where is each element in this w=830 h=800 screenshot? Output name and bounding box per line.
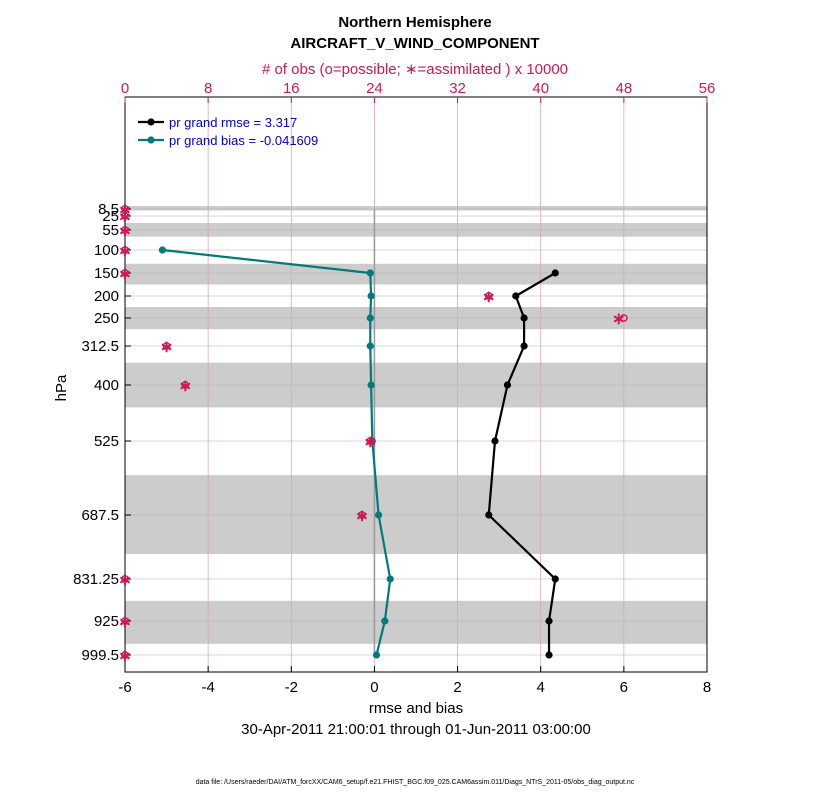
y-tick-label: 200 <box>94 288 119 305</box>
y-tick-label: 925 <box>94 613 119 630</box>
obs-possible-55 <box>121 226 129 234</box>
series-0-point-925 <box>545 617 553 625</box>
y-tick-label: 312.5 <box>81 338 119 355</box>
obs-possible-25 <box>121 212 129 220</box>
series-0-point-687.5 <box>485 511 493 519</box>
obs-possible-100 <box>121 246 129 254</box>
obs-possible-312.5 <box>162 342 171 350</box>
y-tick-label: 100 <box>94 242 119 259</box>
obs-assimilated-687.5: ∗ <box>355 508 368 525</box>
y-tick-label: 999.5 <box>81 647 119 664</box>
obs-assimilated-831.25: ∗ <box>118 572 131 589</box>
x-tick-label: 4 <box>537 679 545 696</box>
obs-possible-400 <box>181 381 190 389</box>
series-1-point-200 <box>367 292 375 300</box>
obs-assimilated-100: ∗ <box>118 243 131 260</box>
top-tick-label: 24 <box>366 80 383 97</box>
obs-assimilated-55: ∗ <box>118 223 131 240</box>
obs-possible-250 <box>619 314 628 322</box>
x-tick-label: -2 <box>285 679 298 696</box>
series-1-point-525 <box>368 437 376 445</box>
y-tick-label: 8.5 <box>98 201 119 218</box>
legend-entry-1: pr grand bias = -0.041609 <box>169 133 318 148</box>
series-1-point-687.5 <box>374 511 383 519</box>
series-1-point-312.5 <box>366 342 374 350</box>
series-1-point-999.5 <box>372 651 381 659</box>
series-1-point-400 <box>367 381 375 389</box>
obs-possible-525 <box>366 437 375 445</box>
obs-possible-687.5 <box>358 511 366 519</box>
series-1-point-150 <box>366 269 374 277</box>
obs-assimilated-200: ∗ <box>482 289 495 306</box>
y-tick-label: 25 <box>102 208 119 225</box>
series-0-point-831.25 <box>551 575 559 583</box>
x-tick-label: 0 <box>370 679 378 696</box>
obs-assimilated-250: ∗ <box>612 311 625 328</box>
y-tick-label: 831.25 <box>73 571 119 588</box>
x-tick-label: 8 <box>703 679 711 696</box>
top-tick-label: 48 <box>616 80 633 97</box>
series-1-point-831.25 <box>386 575 394 583</box>
obs-assimilated-150: ∗ <box>118 266 131 283</box>
top-tick-label: 8 <box>204 80 212 97</box>
top-tick-label: 32 <box>449 80 466 97</box>
series-0-point-200 <box>512 292 520 300</box>
x-tick-label: -6 <box>118 679 131 696</box>
series-1-point-250 <box>366 314 374 322</box>
x-tick-label: 2 <box>453 679 461 696</box>
y-tick-label: 150 <box>94 265 119 282</box>
data-file-footnote: data file: /Users/raeder/DAI/ATM_forcXX/… <box>195 779 635 786</box>
top-tick-label: 0 <box>121 80 129 97</box>
y-tick-label: 400 <box>94 377 119 394</box>
top-tick-label: 40 <box>532 80 549 97</box>
obs-possible-150 <box>121 269 129 277</box>
obs-possible-831.25 <box>121 575 129 583</box>
series-0-point-312.5 <box>520 342 528 350</box>
legend-entry-0: pr grand rmse = 3.317 <box>169 115 297 130</box>
legend-marker-0 <box>147 118 155 126</box>
series-1-point-100 <box>158 246 167 254</box>
obs-assimilated-25: ∗ <box>118 209 131 226</box>
layer-band-0 <box>125 206 707 211</box>
obs-assimilated-999.5: ∗ <box>118 648 131 665</box>
y-axis-label: hPa <box>53 374 70 401</box>
obs-assimilated-925: ∗ <box>118 614 131 631</box>
obs-possible-200 <box>484 292 493 300</box>
series-0-point-150 <box>551 269 559 277</box>
layer-band-6 <box>125 600 707 644</box>
top-tick-label: 56 <box>699 80 716 97</box>
y-tick-label: 687.5 <box>81 507 119 524</box>
layer-band-5 <box>125 475 707 554</box>
y-tick-label: 250 <box>94 310 119 327</box>
obs-assimilated-312.5: ∗ <box>160 339 173 356</box>
top-axis-label: # of obs (o=possible; ∗=assimilated ) x … <box>261 61 569 78</box>
obs-assimilated-525: ∗ <box>364 434 377 451</box>
y-tick-label: 55 <box>102 222 119 239</box>
series-0-point-525 <box>491 437 499 445</box>
series-1-point-925 <box>381 617 389 625</box>
chart-title-variable: AIRCRAFT_V_WIND_COMPONENT <box>290 35 540 52</box>
chart-title-region: Northern Hemisphere <box>338 14 492 31</box>
series-0-point-400 <box>503 381 512 389</box>
top-tick-label: 16 <box>283 80 300 97</box>
series-0-point-250 <box>520 314 528 322</box>
layer-band-2 <box>125 263 707 285</box>
series-line-0 <box>487 272 557 655</box>
y-tick-label: 525 <box>94 433 119 450</box>
date-range-label: 30-Apr-2011 21:00:01 through 01-Jun-2011… <box>241 721 591 738</box>
x-axis-label: rmse and bias <box>369 700 463 717</box>
obs-assimilated-400: ∗ <box>179 378 192 395</box>
x-tick-label: -4 <box>201 679 214 696</box>
x-tick-label: 6 <box>620 679 628 696</box>
legend-marker-1 <box>147 136 155 144</box>
obs-possible-925 <box>121 617 129 625</box>
obs-possible-999.5 <box>121 651 129 659</box>
series-0-point-999.5 <box>545 651 553 659</box>
